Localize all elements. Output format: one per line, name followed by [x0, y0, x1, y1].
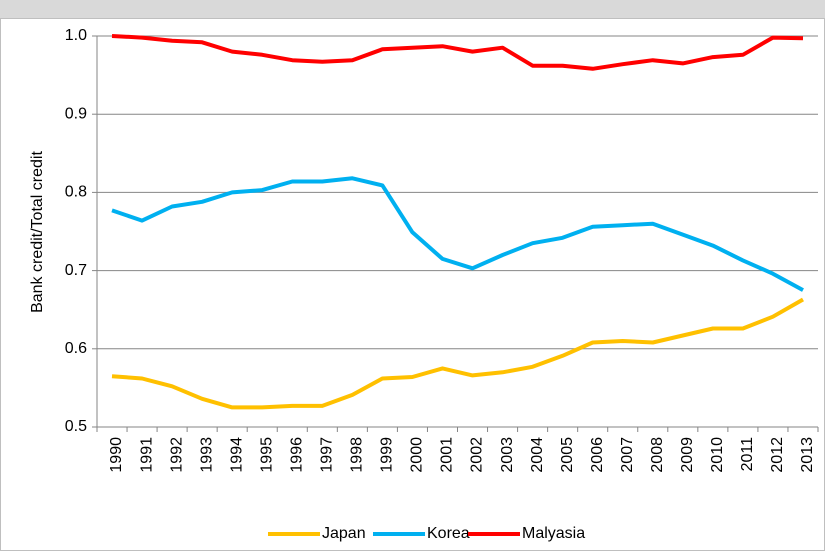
y-tick-label: 1.0 [65, 27, 87, 44]
x-tick-label: 2007 [619, 437, 636, 473]
x-tick-label: 2006 [589, 437, 606, 473]
x-tick-label: 2012 [769, 437, 786, 473]
series-line [111, 176, 804, 292]
y-tick-label: 0.6 [65, 340, 87, 357]
y-tick-label: 0.8 [65, 184, 87, 201]
y-axis-title: Bank credit/Total credit [29, 151, 46, 313]
x-tick-label: 1994 [228, 437, 245, 473]
x-tick-label: 1996 [288, 437, 305, 473]
y-tick-label: 0.9 [65, 105, 87, 122]
x-tick-label: 1998 [349, 437, 366, 473]
x-tick-label: 2005 [559, 437, 576, 473]
x-tick-label: 2004 [529, 437, 546, 473]
x-tick-label: 2003 [499, 437, 516, 473]
x-tick-label: 1999 [379, 437, 396, 473]
x-tick-label: 1992 [168, 437, 185, 473]
x-tick-label: 1995 [258, 437, 275, 473]
x-tick-label: 1993 [198, 437, 215, 473]
y-tick-label: 0.5 [65, 418, 87, 435]
x-tick-label: 2010 [709, 437, 726, 473]
series-line [111, 297, 804, 410]
x-tick-label: 2013 [799, 437, 816, 473]
top-bar [0, 0, 825, 18]
legend-label: Malyasia [522, 525, 585, 542]
x-tick-label: 2000 [409, 437, 426, 473]
x-tick-label: 1990 [108, 437, 125, 473]
legend-label: Japan [322, 525, 366, 542]
x-tick-label: 1991 [138, 437, 155, 473]
y-tick-label: 0.7 [65, 262, 87, 279]
chart-frame [0, 18, 825, 551]
legend-label: Korea [427, 525, 470, 542]
series-line [111, 34, 804, 71]
x-tick-label: 2001 [439, 437, 456, 473]
x-tick-label: 2002 [469, 437, 486, 473]
x-tick-label: 2011 [739, 437, 756, 472]
x-tick-label: 1997 [319, 437, 336, 473]
x-tick-label: 2008 [649, 437, 666, 473]
x-tick-label: 2009 [679, 437, 696, 473]
